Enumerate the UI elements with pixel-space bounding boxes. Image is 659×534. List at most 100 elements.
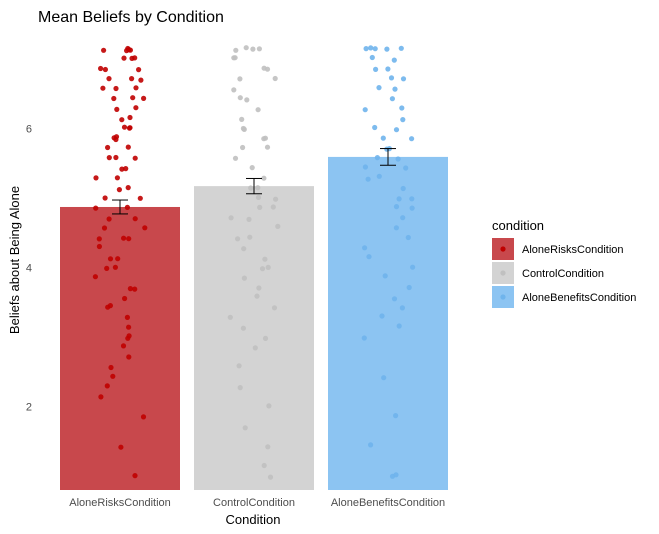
- data-point: [233, 47, 239, 53]
- data-point: [100, 85, 106, 91]
- data-point: [261, 462, 267, 469]
- legend-label: AloneRisksCondition: [522, 244, 624, 256]
- data-point: [140, 414, 147, 420]
- data-point: [126, 333, 132, 339]
- data-point: [102, 66, 108, 73]
- data-point: [132, 155, 138, 161]
- data-point: [98, 394, 104, 400]
- data-point: [406, 284, 412, 291]
- data-point: [237, 95, 243, 101]
- data-point: [373, 66, 379, 72]
- data-point: [368, 442, 374, 448]
- data-point: [125, 185, 131, 191]
- legend-label: ControlCondition: [522, 268, 604, 280]
- data-point: [231, 87, 237, 93]
- data-point: [400, 185, 406, 192]
- data-point: [393, 127, 400, 133]
- data-point: [362, 107, 368, 113]
- data-point: [101, 225, 108, 231]
- data-point: [106, 155, 112, 161]
- data-point: [138, 77, 144, 83]
- data-point: [142, 225, 148, 231]
- data-point: [124, 204, 130, 210]
- data-point: [256, 46, 262, 52]
- data-point: [137, 195, 143, 201]
- data-point: [240, 125, 246, 132]
- data-point: [132, 286, 138, 292]
- bar-ControlCondition: [194, 186, 314, 490]
- data-point: [399, 305, 405, 311]
- data-point: [273, 196, 279, 202]
- bar-AloneRisksCondition: [60, 206, 180, 490]
- data-point: [237, 76, 243, 82]
- data-point: [92, 274, 98, 280]
- data-point: [405, 234, 411, 241]
- jitter-points-layer: [92, 45, 416, 480]
- data-point: [409, 196, 415, 202]
- data-point: [247, 234, 253, 240]
- data-point: [116, 187, 122, 193]
- data-point: [252, 345, 258, 351]
- error-bars-layer: [112, 148, 396, 215]
- data-point: [372, 46, 378, 52]
- data-point: [104, 265, 110, 271]
- data-point: [127, 125, 133, 131]
- y-axis-title: Beliefs about Being Alone: [7, 186, 22, 334]
- data-point: [261, 175, 267, 181]
- data-point: [227, 314, 233, 320]
- data-point: [242, 425, 248, 431]
- data-point: [265, 444, 271, 450]
- y-tick-label: 4: [26, 262, 32, 274]
- data-point: [114, 175, 120, 181]
- data-point: [102, 195, 108, 201]
- legend: condition AloneRisksCondition ControlCond…: [492, 218, 636, 308]
- data-point: [105, 304, 111, 310]
- data-point: [240, 325, 246, 331]
- data-point: [119, 117, 125, 123]
- data-point: [127, 47, 133, 53]
- data-point: [403, 165, 409, 171]
- data-point: [393, 225, 399, 231]
- data-point: [272, 75, 278, 82]
- bars-layer: [60, 156, 448, 490]
- data-point: [106, 76, 112, 82]
- data-point: [396, 196, 402, 202]
- data-point: [393, 413, 399, 419]
- data-point: [239, 116, 245, 122]
- data-point: [267, 474, 274, 480]
- data-point: [96, 236, 102, 242]
- data-point: [121, 55, 127, 61]
- x-tick-label: AloneRisksCondition: [69, 497, 171, 509]
- data-point: [255, 185, 261, 191]
- error-bar: [380, 148, 396, 166]
- data-point: [93, 175, 99, 181]
- legend-label: AloneBenefitsCondition: [522, 292, 636, 304]
- data-point: [124, 314, 130, 320]
- data-point: [240, 144, 246, 151]
- data-point: [115, 256, 121, 262]
- data-point: [369, 54, 375, 61]
- data-point: [250, 46, 256, 52]
- x-tick-label: ControlCondition: [213, 497, 295, 509]
- data-point: [126, 324, 132, 330]
- data-point: [262, 335, 269, 341]
- chart-title: Mean Beliefs by Condition: [38, 9, 224, 26]
- data-point: [244, 97, 250, 103]
- data-point: [101, 47, 107, 53]
- data-point: [125, 144, 131, 150]
- data-point: [410, 264, 416, 270]
- data-point: [389, 96, 395, 102]
- data-point: [248, 185, 254, 191]
- data-point: [114, 106, 120, 112]
- data-point: [256, 285, 262, 291]
- data-point: [105, 144, 111, 151]
- data-point: [393, 204, 400, 210]
- data-point: [396, 323, 402, 329]
- data-point: [107, 256, 114, 262]
- data-point: [133, 105, 139, 111]
- data-point: [111, 95, 117, 102]
- y-axis-ticks: 2 4 6: [26, 123, 32, 413]
- data-point: [380, 135, 386, 141]
- data-point: [392, 86, 398, 92]
- data-point: [236, 363, 242, 369]
